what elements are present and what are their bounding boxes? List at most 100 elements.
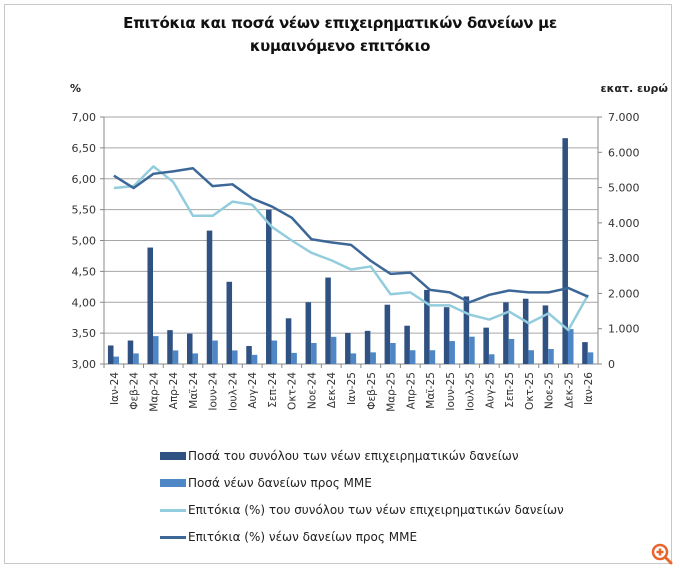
y-axis-label-right: εκατ. ευρώ (600, 82, 668, 95)
bar-sme-amount (409, 350, 416, 364)
bar-total-amount (206, 230, 213, 364)
y-tick-right: 5.000 (608, 182, 640, 195)
bar-total-amount (522, 298, 529, 364)
bar-total-amount (285, 318, 292, 364)
legend-item-total-amount: Ποσά του συνόλου των νέων επιχειρηματικώ… (160, 449, 519, 463)
bar-sme-amount (390, 343, 396, 364)
x-tick-label: Δεκ-24 (326, 372, 338, 409)
x-tick-label: Αυγ-24 (247, 372, 259, 409)
x-tick-label: Φεβ-25 (366, 372, 378, 410)
x-tick-label: Νοε-25 (544, 372, 556, 409)
x-tick-label: Απρ-25 (405, 372, 417, 409)
legend-item-sme-amount: Ποσά νέων δανείων προς ΜΜΕ (160, 476, 372, 490)
y-tick-right: 2.000 (608, 287, 640, 300)
bar-sme-amount (567, 329, 574, 364)
legend-label: Ποσά νέων δανείων προς ΜΜΕ (188, 476, 372, 490)
chart-frame (4, 4, 672, 564)
bar-total-amount (147, 247, 154, 364)
legend-swatch (160, 535, 186, 539)
y-tick-left: 3,50 (72, 327, 97, 340)
x-tick-label: Σεπ-24 (267, 372, 279, 408)
y-tick-left: 7,00 (72, 111, 97, 124)
bar-total-amount (246, 346, 252, 364)
x-tick-label: Οκτ-25 (524, 372, 536, 410)
x-tick-label: Νοε-24 (306, 372, 318, 409)
y-tick-left: 6,00 (72, 173, 97, 186)
bar-total-amount (384, 304, 391, 364)
bar-sme-amount (192, 353, 199, 364)
x-tick-label: Ιουλ-25 (465, 372, 477, 411)
bar-sme-amount (232, 350, 238, 364)
x-tick-label: Αυγ-25 (484, 372, 496, 409)
bar-sme-amount (133, 353, 139, 364)
y-tick-right: 4.000 (608, 217, 640, 230)
bar-sme-amount (350, 353, 357, 364)
bar-sme-amount (429, 350, 436, 364)
legend-item-sme-rate: Επιτόκια (%) νέων δανείων προς ΜΜΕ (160, 530, 417, 544)
y-tick-right: 6.000 (608, 146, 640, 159)
legend-swatch (160, 508, 186, 512)
bar-total-amount (107, 345, 114, 364)
x-tick-label: Ιαν-25 (346, 372, 358, 405)
bar-sme-amount (528, 350, 534, 364)
bar-sme-amount (212, 340, 218, 364)
bar-sme-amount (548, 349, 554, 364)
bar-total-amount (305, 302, 312, 364)
bar-total-amount (325, 277, 331, 364)
y-tick-right: 3.000 (608, 252, 640, 265)
legend-label: Επιτόκια (%) του συνόλου των νέων επιχει… (188, 503, 564, 517)
x-tick-label: Μαϊ-25 (425, 372, 437, 409)
bar-sme-amount (587, 352, 594, 364)
bar-total-amount (226, 281, 233, 364)
bar-sme-amount (508, 338, 515, 364)
bar-sme-amount (469, 336, 475, 364)
legend-swatch (160, 479, 186, 487)
x-tick-label: Απρ-24 (168, 372, 180, 410)
bar-sme-amount (153, 336, 159, 364)
chart-title: Επιτόκια και ποσά νέων επιχειρηματικών δ… (123, 14, 557, 55)
bar-total-amount (364, 330, 371, 364)
zoom-in-icon[interactable] (651, 543, 673, 565)
x-tick-label: Φεβ-24 (129, 372, 141, 410)
y-tick-left: 5,00 (72, 235, 97, 248)
y-tick-left: 4,00 (72, 296, 97, 309)
x-tick-label: Δεκ-25 (563, 372, 575, 408)
bar-sme-amount (271, 340, 278, 364)
bar-total-amount (127, 340, 134, 364)
x-tick-label: Μαρ-24 (148, 372, 160, 412)
y-axis-label-left: % (70, 82, 81, 95)
bar-sme-amount (291, 352, 297, 364)
x-tick-label: Μαϊ-24 (188, 372, 200, 409)
bar-total-amount (404, 325, 410, 364)
bar-total-amount (266, 209, 272, 364)
bar-total-amount (463, 296, 470, 364)
bar-sme-amount (251, 354, 258, 364)
x-tick-label: Ιουν-24 (208, 372, 220, 411)
bar-total-amount (186, 333, 193, 364)
x-tick-label: Ιαν-24 (109, 372, 121, 405)
bar-sme-amount (113, 356, 120, 364)
x-tick-label: Οκτ-24 (287, 372, 299, 410)
x-tick-label: Μαρ-25 (386, 372, 398, 412)
y-tick-right: 7.000 (608, 111, 640, 124)
bar-sme-amount (330, 336, 337, 364)
bar-total-amount (345, 332, 351, 364)
bar-sme-amount (488, 354, 495, 364)
legend-label: Επιτόκια (%) νέων δανείων προς ΜΜΕ (188, 530, 418, 544)
legend-swatch (160, 452, 186, 460)
bar-total-amount (443, 307, 450, 364)
bar-total-amount (503, 302, 509, 364)
y-tick-right: 0 (608, 358, 615, 371)
bar-sme-amount (172, 350, 179, 364)
bar-sme-amount (449, 341, 455, 364)
x-tick-label: Ιουν-25 (445, 372, 457, 411)
x-tick-label: Ιουλ-24 (227, 372, 239, 411)
bar-total-amount (542, 305, 549, 364)
legend-label: Ποσά του συνόλου των νέων επιχειρηματικώ… (188, 449, 519, 463)
bar-total-amount (562, 138, 568, 364)
line-total-rate (113, 165, 590, 332)
bar-total-amount (483, 327, 489, 364)
bar-sme-amount (370, 352, 376, 364)
legend-item-total-rate: Επιτόκια (%) του συνόλου των νέων επιχει… (160, 503, 564, 517)
